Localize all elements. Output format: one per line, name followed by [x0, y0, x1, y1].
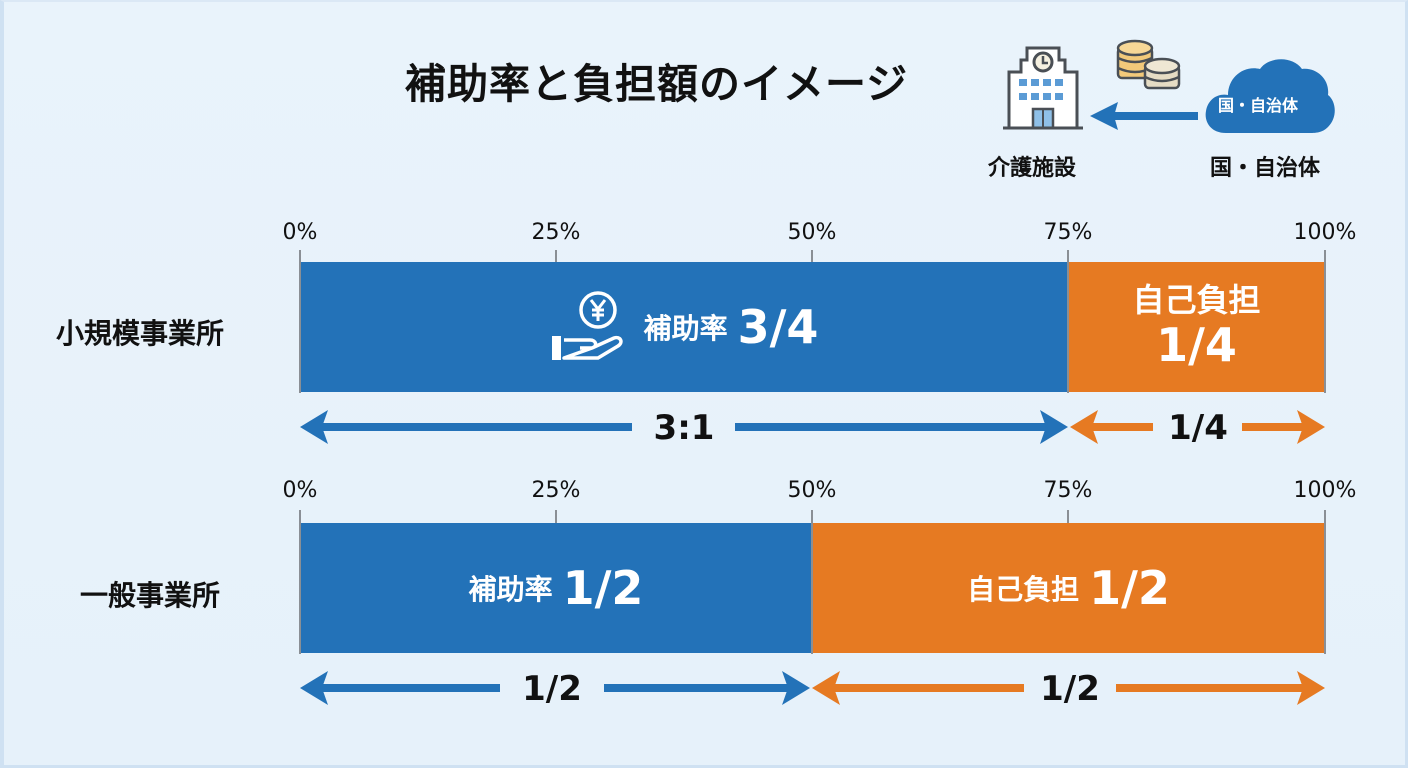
self-pay-label: 自己負担: [967, 573, 1080, 606]
subsidy-value: 1/2: [562, 561, 644, 615]
tick-label-0: 0%: [282, 478, 318, 503]
arrow-self-general: [812, 671, 1325, 705]
arrow-self-small: [1070, 410, 1325, 444]
tick-mark: [555, 510, 557, 523]
tick-label-0: 0%: [282, 220, 318, 245]
tick-label-100: 100%: [1293, 478, 1357, 503]
bar-self-general: 自己負担 1/2: [813, 523, 1324, 653]
row-label-general: 一般事業所: [80, 579, 221, 612]
tick-mark: [1067, 510, 1069, 523]
ratio-label-small-right: 1/4: [1168, 408, 1228, 448]
coins-icon: [1116, 39, 1181, 90]
self-pay-label: 自己負担: [1132, 281, 1261, 320]
ratio-label-small-left: 3:1: [653, 408, 715, 448]
bar-self-small: 自己負担 1/4: [1069, 262, 1324, 392]
tick-mark: [299, 250, 301, 393]
arrow-subsidy-small: [300, 410, 1068, 444]
tick-label-50: 50%: [787, 220, 837, 245]
tick-label-75: 75%: [1043, 220, 1093, 245]
subsidy-label: 補助率: [643, 312, 728, 345]
tick-label-25: 25%: [531, 220, 581, 245]
ratio-label-general-left: 1/2: [522, 669, 582, 709]
tick-mark: [555, 250, 557, 262]
bar-subsidy-general: 補助率 1/2: [301, 523, 811, 653]
tick-mark: [1324, 510, 1326, 654]
arrow-subsidy-general: [300, 671, 810, 705]
row-label-small: 小規模事業所: [56, 317, 225, 350]
subsidy-value: 3/4: [737, 300, 819, 354]
tick-mark: [811, 510, 813, 654]
tick-mark: [299, 510, 301, 654]
tick-label-75: 75%: [1043, 478, 1093, 503]
tick-label-25: 25%: [531, 478, 581, 503]
subsidy-label: 補助率: [468, 573, 553, 606]
bar-subsidy-small: 補助率 3/4: [301, 262, 1067, 392]
cloud-icon: [1205, 59, 1335, 133]
arrow-left-icon: [1090, 102, 1198, 130]
building-icon: [1003, 46, 1083, 130]
facility-label: 介護施設: [988, 156, 1077, 181]
self-pay-value: 1/4: [1156, 317, 1237, 372]
yen-hand-icon: [551, 291, 623, 360]
tick-label-50: 50%: [787, 478, 837, 503]
page-title: 補助率と負担額のイメージ: [405, 60, 909, 108]
tick-label-100: 100%: [1293, 220, 1357, 245]
tick-mark: [811, 250, 813, 262]
government-label: 国・自治体: [1210, 156, 1321, 181]
tick-mark: [1067, 250, 1069, 393]
self-pay-value: 1/2: [1089, 561, 1170, 615]
tick-mark: [1324, 250, 1326, 393]
ratio-label-general-right: 1/2: [1040, 669, 1100, 709]
cloud-label: 国・自治体: [1218, 96, 1299, 115]
